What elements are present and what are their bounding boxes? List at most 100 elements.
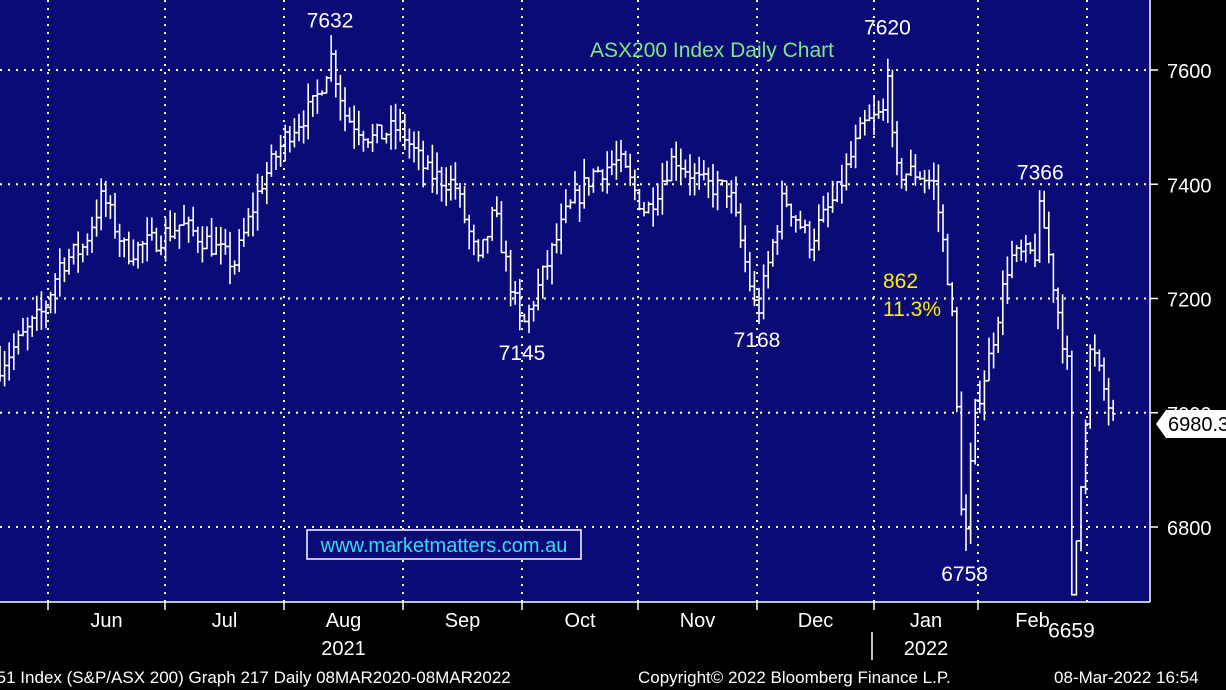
ohlc-bar	[278, 134, 284, 167]
ohlc-bar	[535, 268, 541, 311]
drawdown-points-label: 862	[883, 270, 918, 293]
ohlc-bar	[140, 240, 146, 264]
ohlc-bar	[356, 110, 362, 146]
ohlc-bar	[871, 94, 877, 135]
ohlc-bar	[351, 105, 357, 149]
ohlc-bar	[572, 171, 578, 204]
ohlc-bar	[94, 199, 100, 237]
ohlc-bar	[452, 162, 458, 200]
footer-center: Copyright© 2022 Bloomberg Finance L.P.	[638, 668, 951, 687]
ohlc-bar	[1050, 253, 1056, 303]
x-axis: yJunJulAugSepOctNovDecJanFeb20212022	[0, 601, 1150, 660]
ohlc-bar	[416, 130, 422, 171]
ohlc-bar	[273, 150, 279, 170]
year-label: 2022	[904, 638, 949, 660]
ohlc-bar	[98, 178, 104, 231]
ohlc-bar	[1032, 233, 1038, 268]
ohlc-bar	[107, 195, 113, 219]
ohlc-bar	[848, 141, 854, 168]
ohlc-bar	[52, 273, 58, 314]
ohlc-bar	[554, 223, 560, 254]
ohlc-bar	[926, 169, 932, 190]
ohlc-bar	[25, 317, 31, 351]
ohlc-bar	[889, 69, 895, 148]
ohlc-bar	[222, 228, 228, 255]
ohlc-bar	[526, 304, 532, 334]
ohlc-bar	[885, 58, 891, 123]
ohlc-bar	[287, 126, 293, 153]
ohlc-bar	[632, 169, 638, 201]
ohlc-bar	[365, 138, 371, 148]
x-tick-label: Jun	[90, 610, 122, 632]
ohlc-bar	[2, 350, 8, 387]
ohlc-bar	[811, 228, 817, 262]
ohlc-bar	[705, 167, 711, 199]
ohlc-bar	[991, 332, 997, 369]
ohlc-bar	[595, 166, 601, 173]
ohlc-bar	[986, 337, 992, 382]
ohlc-bar	[314, 79, 320, 114]
ohlc-bar	[618, 139, 624, 173]
ohlc-bar	[457, 182, 463, 208]
ohlc-bar	[199, 226, 205, 263]
ohlc-bar	[995, 316, 1001, 353]
ohlc-bar	[420, 140, 426, 188]
annotation-7168: 7168	[734, 329, 781, 352]
ohlc-bar	[0, 345, 3, 382]
ohlc-bar	[75, 231, 81, 273]
ohlc-bar	[963, 494, 969, 551]
ohlc-bar	[48, 291, 54, 314]
ohlc-bar	[388, 105, 394, 150]
ohlc-bar	[89, 216, 95, 253]
annotations: 7632 7145 7168 7620 6758 7366 6659	[307, 10, 1095, 643]
ohlc-bar	[558, 203, 564, 255]
ohlc-bar	[153, 227, 159, 253]
ohlc-bar	[636, 188, 642, 211]
ohlc-bar	[862, 109, 868, 136]
ohlc-bar	[15, 330, 21, 355]
ohlc-bar	[227, 231, 233, 285]
ohlc-bar	[733, 176, 739, 217]
ohlc-bar	[402, 113, 408, 150]
ohlc-bar	[972, 398, 978, 465]
ohlc-bar	[57, 248, 63, 297]
ohlc-bar	[604, 151, 610, 194]
ohlc-bar	[117, 223, 123, 257]
ohlc-bar	[245, 208, 251, 237]
ohlc-bar	[1092, 334, 1098, 367]
ohlc-bar	[1027, 241, 1033, 254]
ohlc-bar	[1078, 485, 1084, 552]
ohlc-bar	[130, 239, 136, 266]
ohlc-bar	[866, 104, 872, 122]
ohlc-bar	[613, 140, 619, 180]
x-tick-label: Aug	[326, 610, 362, 632]
ohlc-bar	[692, 163, 698, 196]
ohlc-bar	[728, 180, 734, 214]
annotation-7632: 7632	[307, 10, 354, 33]
ohlc-bar	[20, 317, 26, 337]
ohlc-bar	[342, 87, 348, 132]
ohlc-bar	[186, 216, 192, 243]
ohlc-bar	[1004, 256, 1010, 304]
ohlc-bar	[1018, 239, 1024, 261]
ohlc-bar	[503, 240, 509, 272]
ohlc-bar	[489, 206, 495, 241]
ohlc-bar	[1073, 540, 1079, 596]
ohlc-bar	[167, 210, 173, 242]
ohlc-bar	[912, 154, 918, 186]
ohlc-bar	[190, 206, 196, 237]
ohlc-bar	[784, 185, 790, 208]
ohlc-bar	[834, 181, 840, 203]
annotation-7145: 7145	[499, 342, 546, 365]
ohlc-bar	[466, 214, 472, 250]
ohlc-bar	[443, 167, 449, 206]
last-price-tag: 6980.3	[1156, 410, 1226, 439]
y-tick-label: 7400	[1167, 175, 1212, 197]
ohlc-bar	[209, 217, 215, 257]
ohlc-bar	[940, 204, 946, 253]
ohlc-bar	[774, 225, 780, 255]
ohlc-bar	[646, 201, 652, 214]
ohlc-bar	[954, 306, 960, 413]
ohlc-bar	[218, 226, 224, 265]
